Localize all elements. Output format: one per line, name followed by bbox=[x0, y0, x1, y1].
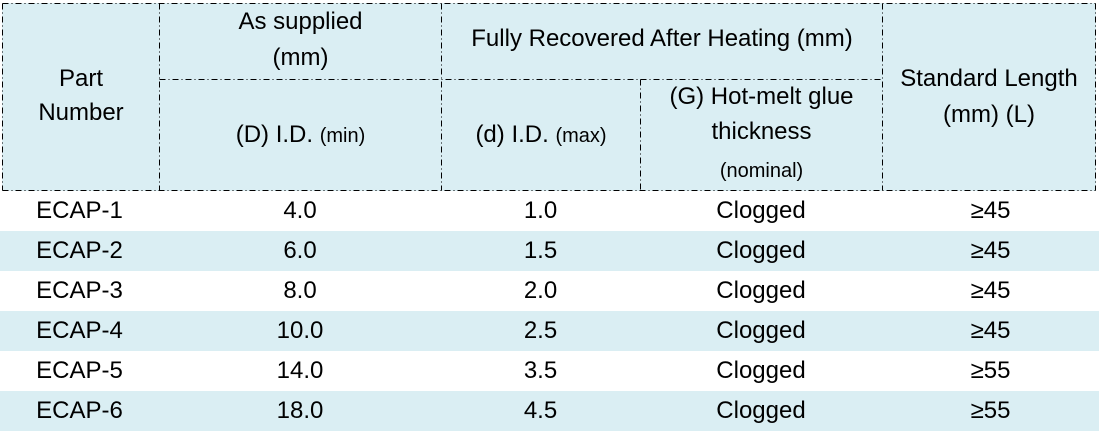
table-row: ECAP-1 4.0 1.0 Clogged ≥45 bbox=[0, 191, 1099, 231]
header-background bbox=[2, 3, 1096, 191]
header-as-supplied-line2: (mm) bbox=[272, 43, 329, 71]
header-cell-standard-length: Standard Length (mm) (L) bbox=[883, 4, 1095, 190]
table-row: ECAP-5 14.0 3.5 Clogged ≥55 bbox=[0, 351, 1099, 391]
header-cell-glue-thickness: (G) Hot-melt glue thickness (nominal) bbox=[641, 80, 882, 190]
body-cell-standard-length: ≥45 bbox=[970, 317, 1011, 344]
table-row: ECAP-3 8.0 2.0 Clogged ≥45 bbox=[0, 271, 1099, 311]
header-cell-fully-recovered: Fully Recovered After Heating (mm) bbox=[442, 4, 882, 79]
body-cell-standard-length: ≥45 bbox=[970, 197, 1011, 224]
header-d-id-min-label: (D) I.D. (min) bbox=[235, 121, 366, 148]
header-part-number-line2: Number bbox=[38, 99, 124, 126]
header-cell-d-id-min: (D) I.D. (min) bbox=[160, 80, 441, 190]
header-as-supplied-line1: As supplied bbox=[238, 7, 363, 35]
body-cell-glue-thickness: Clogged bbox=[716, 317, 806, 344]
header-cell-as-supplied: As supplied (mm) bbox=[160, 4, 441, 79]
header-cell-d-id-max: (d) I.D. (max) bbox=[442, 80, 640, 190]
body-cell-part: ECAP-2 bbox=[36, 237, 123, 264]
header-cell-part-number: Part Number bbox=[3, 4, 159, 190]
body-cell-supplied-id-min: 4.0 bbox=[283, 197, 317, 224]
header-standard-length-line1: Standard Length bbox=[900, 65, 1078, 92]
body-cell-standard-length: ≥45 bbox=[970, 277, 1011, 304]
body-cell-part: ECAP-4 bbox=[36, 317, 123, 344]
body-cell-supplied-id-min: 18.0 bbox=[276, 397, 324, 424]
body-cell-recovered-id-max: 2.5 bbox=[523, 317, 558, 344]
body-cell-recovered-id-max: 4.5 bbox=[523, 397, 558, 424]
body-cell-part: ECAP-3 bbox=[36, 277, 123, 304]
body-cell-recovered-id-max: 2.0 bbox=[523, 277, 558, 304]
body-cell-standard-length: ≥45 bbox=[970, 237, 1011, 264]
body-cell-standard-length: ≥55 bbox=[970, 397, 1011, 424]
body-cell-supplied-id-min: 6.0 bbox=[283, 237, 317, 264]
body-cell-glue-thickness: Clogged bbox=[716, 357, 806, 384]
body-cell-glue-thickness: Clogged bbox=[716, 237, 806, 264]
body-cell-glue-thickness: Clogged bbox=[716, 197, 806, 224]
body-cell-supplied-id-min: 10.0 bbox=[276, 317, 324, 344]
table-row: ECAP-4 10.0 2.5 Clogged ≥45 bbox=[0, 311, 1099, 351]
body-cell-part: ECAP-5 bbox=[36, 357, 123, 384]
body-cell-glue-thickness: Clogged bbox=[716, 277, 806, 304]
header-fully-recovered-label: Fully Recovered After Heating (mm) bbox=[471, 25, 853, 52]
header-glue-line3: (nominal) bbox=[719, 160, 804, 182]
header-part-number-line1: Part bbox=[58, 65, 103, 92]
header-glue-line2: thickness bbox=[711, 118, 812, 145]
body-cell-recovered-id-max: 1.0 bbox=[523, 197, 558, 224]
body-cell-recovered-id-max: 3.5 bbox=[523, 357, 558, 384]
body-cell-part: ECAP-6 bbox=[36, 397, 123, 424]
table-row: ECAP-6 18.0 4.5 Clogged ≥55 bbox=[0, 391, 1099, 431]
header-d-id-max-label: (d) I.D. (max) bbox=[475, 121, 607, 148]
body-cell-recovered-id-max: 1.5 bbox=[523, 237, 558, 264]
body-cell-supplied-id-min: 8.0 bbox=[283, 277, 317, 304]
body-cell-supplied-id-min: 14.0 bbox=[276, 357, 324, 384]
body-cell-glue-thickness: Clogged bbox=[716, 397, 806, 424]
table-row: ECAP-2 6.0 1.5 Clogged ≥45 bbox=[0, 231, 1099, 271]
header-standard-length-line2: (mm) (L) bbox=[943, 101, 1035, 128]
header-glue-line1: (G) Hot-melt glue bbox=[669, 83, 854, 110]
body-cell-standard-length: ≥55 bbox=[970, 357, 1011, 384]
body-cell-part: ECAP-1 bbox=[36, 197, 123, 224]
